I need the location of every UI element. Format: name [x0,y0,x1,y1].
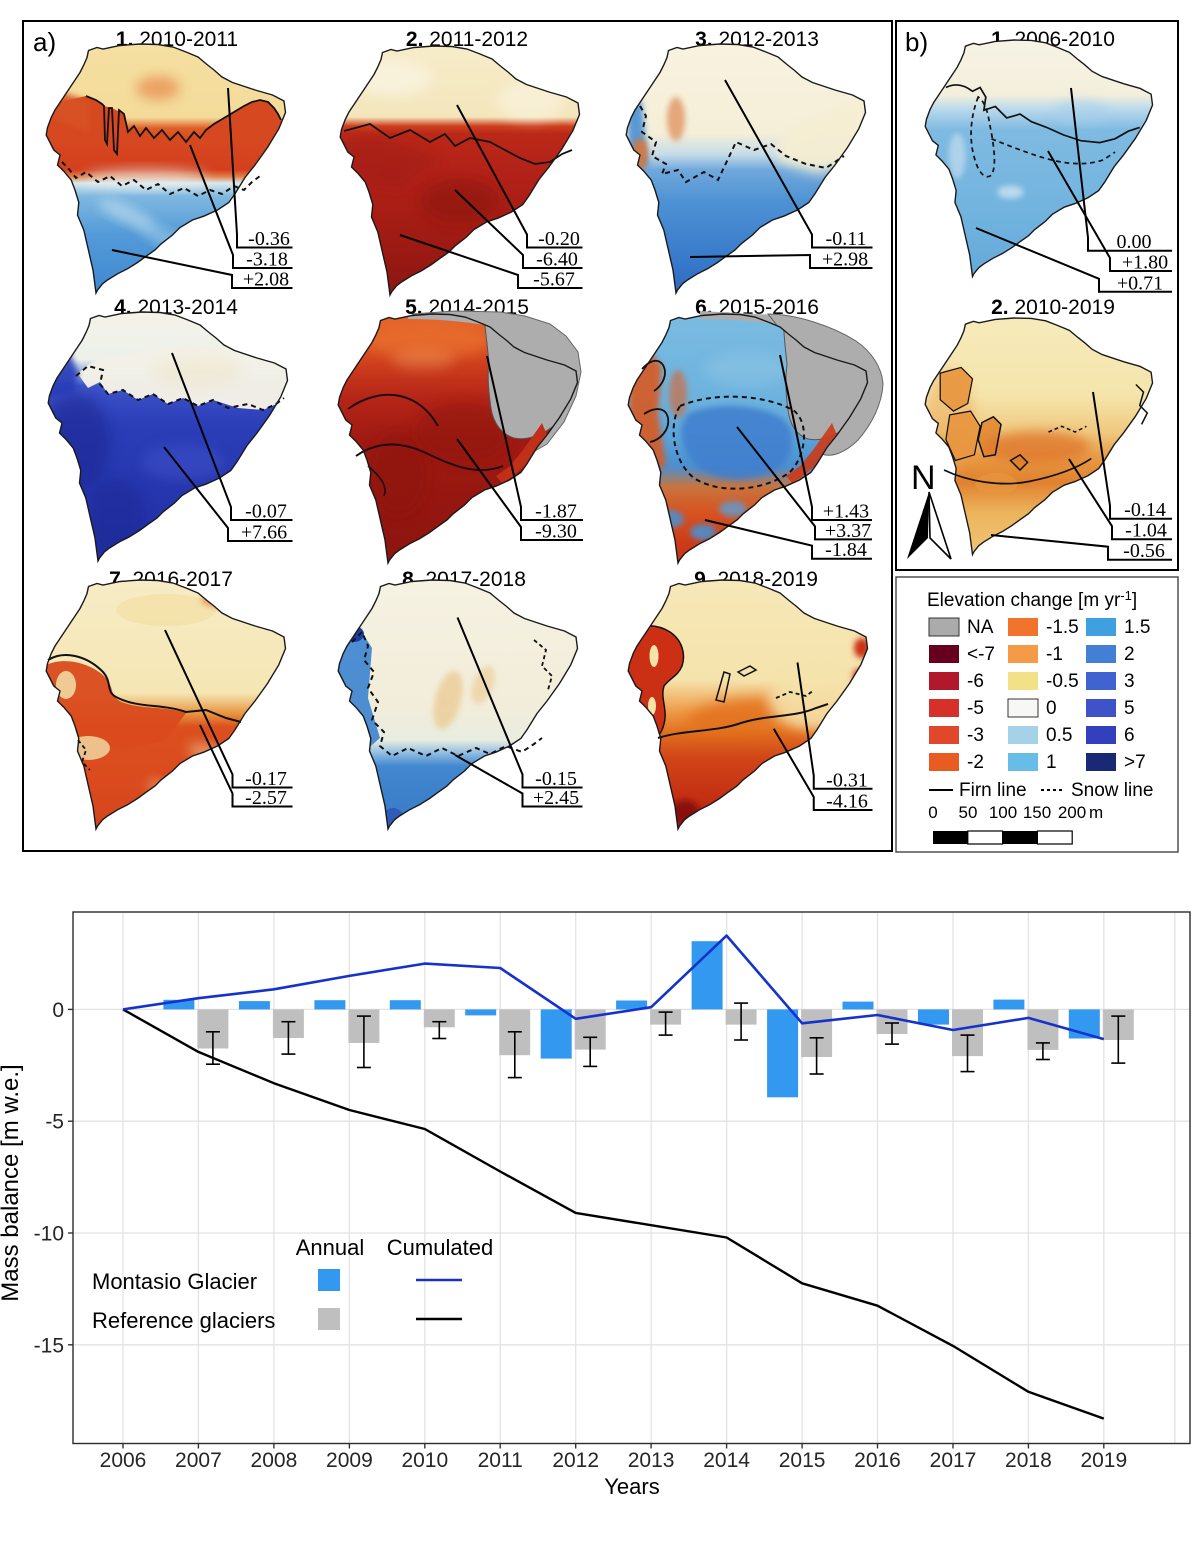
svg-text:0.5: 0.5 [1046,725,1072,746]
svg-text:Years: Years [604,1474,659,1499]
svg-text:+2.98: +2.98 [822,249,868,271]
svg-text:-0.15: -0.15 [535,768,577,790]
svg-text:Elevation change [m yr-1]: Elevation change [m yr-1] [927,588,1137,611]
svg-text:-4.16: -4.16 [826,791,868,813]
svg-text:-3.18: -3.18 [246,249,288,271]
svg-text:6: 6 [1124,725,1135,746]
svg-text:-5.67: -5.67 [533,269,575,291]
svg-text:-0.56: -0.56 [1123,540,1165,562]
svg-text:-6: -6 [967,671,984,692]
svg-text:2013: 2013 [628,1449,675,1472]
svg-text:1: 1 [1046,752,1057,773]
svg-text:m: m [1089,803,1103,822]
svg-text:3: 3 [1124,671,1135,692]
svg-text:-5: -5 [967,698,984,719]
svg-text:2: 2 [1124,644,1135,665]
svg-text:2011: 2011 [478,1449,523,1472]
svg-text:2008: 2008 [251,1449,298,1472]
svg-text:2016: 2016 [854,1449,901,1472]
svg-text:+3.37: +3.37 [825,520,871,542]
svg-text:-0.36: -0.36 [248,228,290,250]
svg-text:NA: NA [967,617,994,638]
svg-text:-3: -3 [967,725,984,746]
svg-text:1.5: 1.5 [1124,617,1150,638]
svg-text:-1: -1 [1046,644,1063,665]
svg-text:-0.07: -0.07 [245,501,287,523]
svg-text:Mass balance [m w.e.]: Mass balance [m w.e.] [0,1064,24,1301]
svg-text:-2: -2 [967,752,984,773]
svg-text:a): a) [33,27,56,57]
svg-text:50: 50 [959,803,978,822]
svg-text:-15: -15 [34,1334,64,1357]
svg-text:0: 0 [1046,698,1057,719]
svg-text:100: 100 [989,803,1017,822]
svg-text:-0.11: -0.11 [826,228,867,250]
svg-text:-1.84: -1.84 [825,539,867,561]
svg-text:Cumulated: Cumulated [387,1235,493,1260]
svg-text:Reference glaciers: Reference glaciers [92,1308,275,1333]
svg-text:5: 5 [1124,698,1135,719]
svg-text:Annual: Annual [296,1235,365,1260]
svg-text:+2.45: +2.45 [533,787,579,809]
svg-text:2019: 2019 [1080,1449,1127,1472]
svg-text:0: 0 [52,999,64,1022]
svg-text:2012: 2012 [552,1449,599,1472]
svg-text:2010: 2010 [401,1449,448,1472]
svg-text:+2.08: +2.08 [243,269,289,291]
svg-text:N: N [911,459,936,497]
svg-text:2. 2010-2019: 2. 2010-2019 [991,296,1115,319]
svg-text:>7: >7 [1124,752,1146,773]
svg-text:150: 150 [1023,803,1051,822]
svg-text:-1.5: -1.5 [1046,617,1079,638]
svg-text:-0.20: -0.20 [538,228,580,250]
svg-text:-0.31: -0.31 [826,769,868,791]
svg-text:2007: 2007 [175,1449,222,1472]
svg-text:2. 2011-2012: 2. 2011-2012 [406,28,528,51]
svg-text:-9.30: -9.30 [535,521,577,543]
svg-text:+7.66: +7.66 [241,522,287,544]
svg-text:2015: 2015 [779,1449,826,1472]
svg-text:+0.71: +0.71 [1117,272,1163,294]
svg-text:2014: 2014 [703,1449,750,1472]
svg-text:-1.87: -1.87 [535,501,577,523]
svg-text:Firn line: Firn line [959,780,1027,801]
svg-text:2018: 2018 [1005,1449,1052,1472]
svg-text:Snow line: Snow line [1071,780,1153,801]
svg-text:0: 0 [928,803,937,822]
svg-text:2006: 2006 [100,1449,147,1472]
svg-text:Montasio Glacier: Montasio Glacier [92,1269,257,1294]
svg-text:+1.80: +1.80 [1122,252,1168,274]
svg-text:0.00: 0.00 [1117,231,1152,253]
svg-text:-6.40: -6.40 [536,249,578,271]
svg-text:-5: -5 [45,1111,64,1134]
svg-text:2017: 2017 [930,1449,977,1472]
svg-text:200: 200 [1058,803,1086,822]
svg-text:-0.5: -0.5 [1046,671,1079,692]
svg-text:b): b) [905,27,928,57]
svg-text:<-7: <-7 [967,644,995,665]
svg-text:-1.04: -1.04 [1125,520,1167,542]
svg-text:-0.14: -0.14 [1124,499,1166,521]
svg-text:-0.17: -0.17 [245,768,287,790]
svg-text:2009: 2009 [326,1449,373,1472]
svg-text:+1.43: +1.43 [823,501,869,523]
svg-text:-10: -10 [34,1223,64,1246]
svg-text:-2.57: -2.57 [245,787,287,809]
